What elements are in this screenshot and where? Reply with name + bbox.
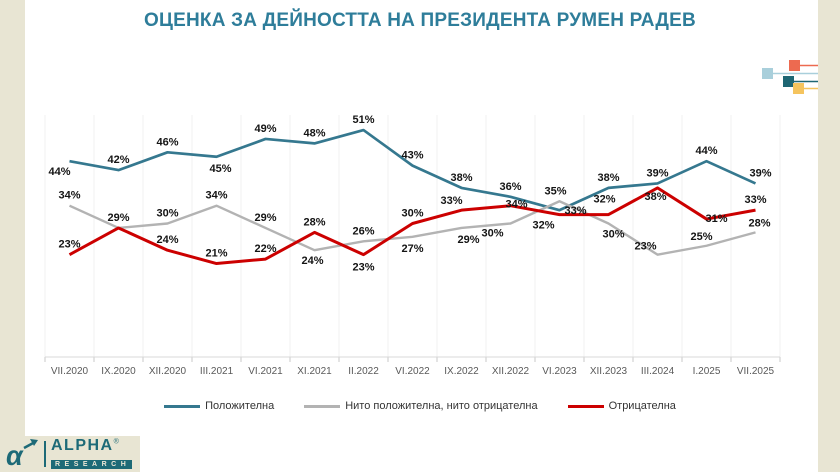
series-line [69, 200, 756, 256]
data-label: 32% [593, 194, 615, 206]
x-axis-label: I.2025 [693, 366, 721, 377]
x-axis-label: VII.2025 [737, 366, 775, 377]
data-label: 49% [254, 123, 276, 135]
data-label: 30% [481, 228, 503, 240]
data-label: 33% [564, 205, 586, 217]
series-line [69, 128, 757, 212]
data-label: 38% [597, 172, 619, 184]
legend-label: Положителна [205, 400, 275, 412]
data-label: 27% [401, 243, 423, 255]
data-label: 45% [209, 163, 231, 175]
data-label: 30% [156, 208, 178, 220]
legend-swatch [304, 404, 341, 408]
data-label: 30% [602, 229, 624, 241]
approval-line-chart: VII.2020 IX.2020 XII.2020 III.2021 VI.2021 XI… [44, 114, 781, 377]
x-axis-label: VII.2020 [51, 366, 89, 377]
data-label: 33% [744, 194, 766, 206]
data-label: 22% [254, 243, 276, 255]
data-label: 23% [634, 241, 656, 253]
data-label: 26% [352, 225, 374, 237]
svg-text:α: α [6, 441, 24, 469]
data-label: 38% [644, 191, 666, 203]
logo-alpha-text: ALPHA [51, 437, 114, 454]
x-axis-label: II.2022 [348, 366, 379, 377]
x-axis-label: VI.2023 [542, 366, 577, 377]
data-label: 29% [107, 212, 129, 224]
logo-research-text: RESEARCH [51, 460, 133, 469]
data-label: 29% [254, 212, 276, 224]
data-label: 23% [58, 239, 80, 251]
data-label: 21% [205, 248, 227, 260]
series-line [68, 186, 756, 266]
data-label: 28% [748, 217, 770, 229]
x-axis-label: XI.2021 [297, 366, 332, 377]
data-label: 33% [440, 195, 462, 207]
x-axis-label: III.2021 [200, 366, 234, 377]
data-label: 34% [58, 190, 80, 202]
data-label: 29% [457, 234, 479, 246]
page-title: ОЦЕНКА ЗА ДЕЙНОСТТА НА ПРЕЗИДЕНТА РУМЕН … [144, 10, 696, 31]
data-label: 42% [107, 154, 129, 166]
legend-item: Нито положителна, нито отрицателна [304, 400, 538, 412]
data-label: 32% [532, 220, 554, 232]
data-label: 23% [352, 262, 374, 274]
registered-mark: ® [113, 438, 119, 446]
data-label: 39% [646, 167, 668, 179]
data-label: 35% [544, 185, 566, 197]
deco-squares-icon [762, 60, 818, 94]
legend-item: Отрицателна [567, 400, 676, 412]
data-label: 24% [301, 255, 323, 267]
logo-divider [44, 441, 46, 467]
x-axis-label: XII.2022 [492, 366, 530, 377]
legend-swatch [164, 404, 201, 408]
data-label: 31% [705, 213, 727, 225]
legend-label: Нито положителна, нито отрицателна [345, 400, 538, 412]
alpha-research-logo: α ALPHA® RESEARCH [0, 436, 140, 472]
data-label: 51% [352, 114, 374, 126]
data-label: 24% [156, 234, 178, 246]
data-label: 43% [401, 150, 423, 162]
data-label: 39% [749, 167, 771, 179]
alpha-logo-icon: α [6, 439, 38, 469]
data-label: 36% [499, 181, 521, 193]
legend-item: Положителна [164, 400, 274, 412]
data-label: 34% [505, 199, 527, 211]
data-label: 25% [690, 231, 712, 243]
data-label: 28% [303, 216, 325, 228]
data-label: 30% [401, 208, 423, 220]
chart-legend: Положителна Нито положителна, нито отрица… [0, 400, 840, 412]
data-label: 34% [205, 190, 227, 202]
data-label: 48% [303, 127, 325, 139]
left-accent-strip [0, 0, 25, 472]
data-label: 46% [156, 136, 178, 148]
x-axis-label: IX.2020 [101, 366, 136, 377]
x-axis-label: IX.2022 [444, 366, 479, 377]
x-axis-label: XII.2023 [590, 366, 628, 377]
x-axis-label: III.2024 [641, 366, 675, 377]
x-axis-label: XII.2020 [149, 366, 187, 377]
legend-swatch [567, 404, 604, 408]
x-axis-label: VI.2021 [248, 366, 283, 377]
data-label: 44% [48, 166, 70, 178]
x-axis-label: VI.2022 [395, 366, 430, 377]
data-label: 38% [450, 172, 472, 184]
legend-label: Отрицателна [608, 400, 676, 412]
data-label: 44% [695, 145, 717, 157]
right-accent-strip [818, 0, 840, 472]
